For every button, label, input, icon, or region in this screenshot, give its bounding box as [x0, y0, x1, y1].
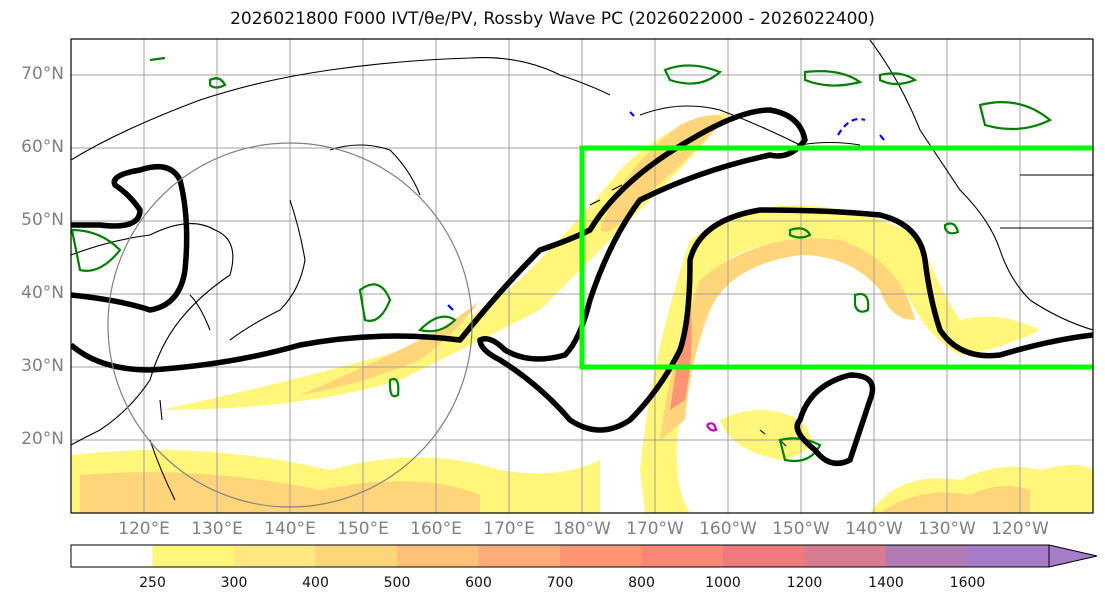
lon-label-120w: 120°W — [991, 519, 1049, 539]
range-circle — [107, 142, 473, 508]
colorbar-tick-label: 400 — [302, 575, 329, 591]
lon-label-170w: 170°W — [626, 519, 684, 539]
ivt-shading — [72, 112, 1093, 513]
lat-label-50: 50°N — [21, 210, 64, 230]
colorbar-segment — [560, 545, 642, 567]
lon-label-140w: 140°W — [845, 519, 903, 539]
colorbar-segment — [723, 545, 805, 567]
map-frame — [70, 38, 1094, 514]
lon-label-150e: 150°E — [337, 519, 389, 539]
colorbar-segment — [315, 545, 398, 567]
colorbar-segment — [967, 545, 1050, 567]
colorbar-tick-label: 1400 — [868, 575, 904, 591]
colorbar-segment — [641, 545, 724, 567]
lon-label-130e: 130°E — [191, 519, 243, 539]
lat-label-40: 40°N — [21, 283, 64, 303]
highlight-box — [579, 145, 1093, 370]
lon-label-140e: 140°E — [264, 519, 316, 539]
colorbar-tick-label: 700 — [546, 575, 574, 591]
colorbar-segment — [397, 545, 479, 567]
colorbar-tick-label: 800 — [628, 575, 655, 591]
coastlines — [71, 39, 1093, 501]
colorbar-tick-label: 1200 — [786, 575, 823, 591]
colorbar-tick-label: 1000 — [705, 575, 741, 591]
lon-label-160e: 160°E — [410, 519, 462, 539]
grid-lines — [71, 39, 1093, 513]
lat-label-70: 70°N — [21, 64, 64, 84]
lon-label-120e: 120°E — [118, 519, 170, 539]
lon-label-180w: 180°W — [553, 519, 611, 539]
colorbar-extend-arrow — [1048, 544, 1098, 568]
colorbar-frame — [70, 544, 1050, 568]
colorbar-tick-label: 1600 — [949, 575, 986, 591]
colorbar-segment — [71, 545, 153, 567]
lat-label-60: 60°N — [21, 137, 64, 157]
colorbar — [70, 544, 1098, 568]
magenta-contour — [705, 422, 718, 432]
colorbar-segment — [886, 545, 968, 567]
colorbar-tick-label: 600 — [465, 575, 492, 591]
colorbar-tick-label: 500 — [383, 575, 411, 591]
colorbar-tick-label: 300 — [220, 575, 248, 591]
lon-label-150w: 150°W — [772, 519, 830, 539]
lat-label-20: 20°N — [21, 429, 64, 449]
colorbar-segment — [234, 545, 316, 567]
figure-title: 2026021800 F000 IVT/θe/PV, Rossby Wave P… — [230, 9, 875, 29]
colorbar-tick-label: 250 — [139, 575, 166, 591]
lon-label-170e: 170°E — [483, 519, 535, 539]
lat-label-30: 30°N — [21, 356, 64, 376]
lon-label-160w: 160°W — [699, 519, 757, 539]
negative-contours — [447, 111, 885, 311]
colorbar-segment — [804, 545, 887, 567]
lon-label-130w: 130°W — [918, 519, 976, 539]
theta-e-contours — [71, 56, 1052, 463]
colorbar-segment — [152, 545, 235, 567]
pv-contour — [71, 107, 1093, 467]
colorbar-segment — [478, 545, 561, 567]
